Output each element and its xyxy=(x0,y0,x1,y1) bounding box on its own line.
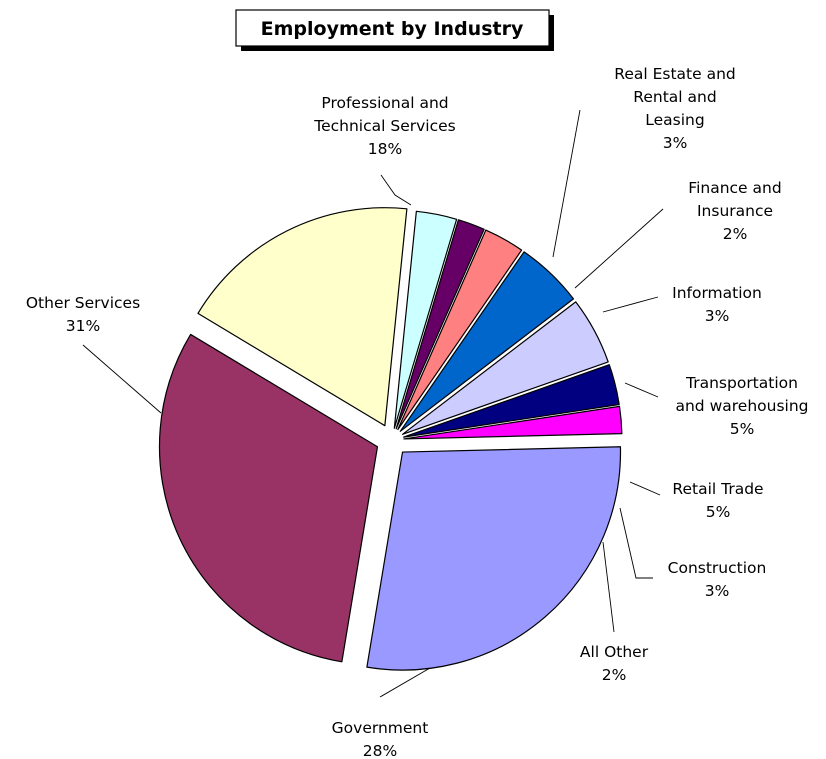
slice-name-label: Leasing xyxy=(645,111,704,129)
leader-line xyxy=(602,541,615,633)
slice-name-label: Other Services xyxy=(26,294,140,312)
slice-label: Retail Trade 5% xyxy=(672,480,763,521)
slice-name-label: Transportation xyxy=(685,374,798,392)
pie-slice-retail-trade xyxy=(401,301,609,435)
leader-line xyxy=(574,208,664,289)
slice-value-label: 2% xyxy=(602,666,627,684)
slice-label: Real Estate and Rental and Leasing 3% xyxy=(614,65,736,152)
slice-label: Finance and Insurance 2% xyxy=(688,179,781,243)
leader-line xyxy=(624,382,659,398)
slice-name-label: Rental and xyxy=(633,88,716,106)
chart-title-text: Employment by Industry xyxy=(261,18,524,40)
slice-name-label: Insurance xyxy=(697,202,773,220)
leader-line xyxy=(380,174,412,206)
slice-label: Other Services 31% xyxy=(26,294,140,335)
pie-slice-other-services xyxy=(158,333,379,663)
slice-label: Government 28% xyxy=(332,719,429,759)
pie-slice-transportation-and-warehousing xyxy=(399,251,575,432)
slice-value-label: 18% xyxy=(368,140,402,158)
slice-name-label: Information xyxy=(672,284,762,302)
slice-name-label: Construction xyxy=(668,559,767,577)
pie-slice-professional-and-technical-services xyxy=(197,207,408,427)
slice-name-label: Finance and xyxy=(688,179,781,197)
slice-label: Transportation and warehousing 5% xyxy=(675,374,808,438)
slice-value-label: 2% xyxy=(723,225,748,243)
slice-name-label: Government xyxy=(332,719,429,737)
slice-label: Construction 3% xyxy=(668,559,767,600)
slice-value-label: 5% xyxy=(706,503,731,521)
leader-lines xyxy=(82,109,664,698)
slice-value-label: 3% xyxy=(705,307,730,325)
pie-slice-information xyxy=(397,229,523,431)
slice-label: Information 3% xyxy=(672,284,762,325)
leader-line xyxy=(602,296,659,313)
slice-value-label: 3% xyxy=(663,134,688,152)
slice-value-label: 31% xyxy=(66,317,100,335)
chart-title: Employment by Industry xyxy=(235,9,554,51)
slice-label: Professional and Technical Services 18% xyxy=(313,94,455,158)
slice-value-label: 28% xyxy=(363,742,397,759)
leader-line xyxy=(379,667,431,698)
slice-name-label: Retail Trade xyxy=(672,480,763,498)
leader-line xyxy=(619,507,653,579)
leader-line xyxy=(552,109,581,258)
pie-slice-real-estate-and-rental-and-leasing xyxy=(393,210,458,429)
pie-slice-finance-and-insurance xyxy=(395,219,485,430)
pie-slice-all-other xyxy=(403,405,623,440)
slice-name-label: Professional and xyxy=(321,94,448,112)
slice-labels: Professional and Technical Services 18% Rea… xyxy=(26,65,809,759)
slice-name-label: Technical Services xyxy=(313,117,455,135)
pie-slice-government xyxy=(366,446,622,671)
pie-slices xyxy=(158,207,623,671)
slice-name-label: All Other xyxy=(580,643,649,661)
slice-label: All Other 2% xyxy=(580,643,649,684)
slice-value-label: 5% xyxy=(730,420,755,438)
slice-value-label: 3% xyxy=(705,582,730,600)
title-box xyxy=(235,9,550,47)
slice-name-label: and warehousing xyxy=(675,397,808,415)
slice-name-label: Real Estate and xyxy=(614,65,736,83)
leader-line xyxy=(629,481,661,496)
pie-slice-construction xyxy=(403,364,620,438)
leader-line xyxy=(82,344,162,414)
